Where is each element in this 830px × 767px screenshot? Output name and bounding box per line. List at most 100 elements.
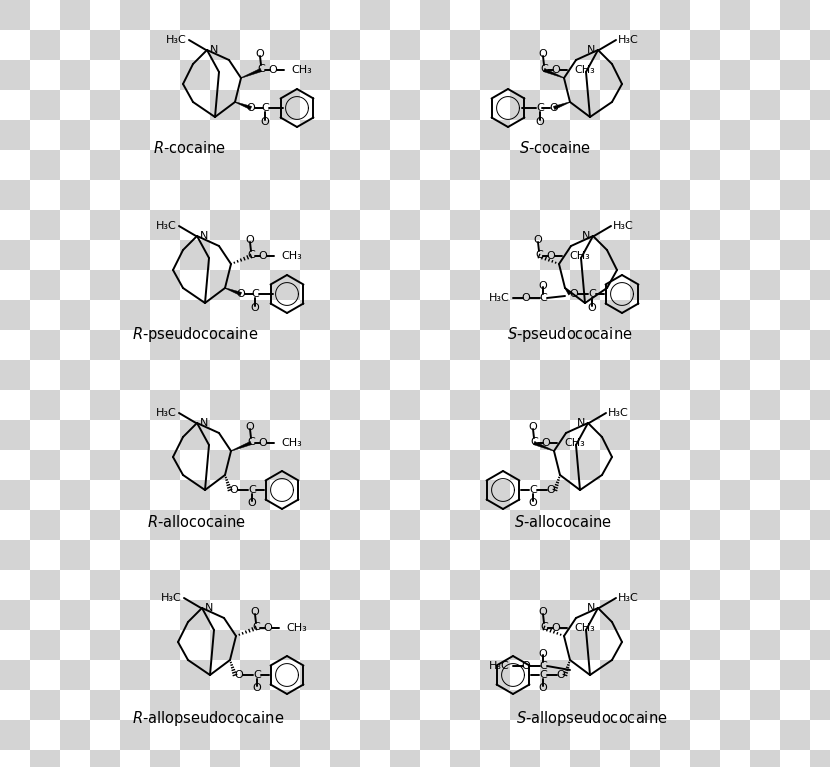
Bar: [570, 570, 600, 600]
Bar: [330, 420, 360, 450]
Bar: [480, 150, 510, 180]
Bar: [450, 690, 480, 720]
Bar: [330, 630, 360, 660]
Text: CH₃: CH₃: [291, 65, 312, 75]
Bar: [90, 210, 120, 240]
Bar: [30, 180, 60, 210]
Bar: [270, 150, 300, 180]
Bar: [0, 0, 30, 30]
Bar: [300, 120, 330, 150]
Text: O: O: [588, 303, 597, 313]
Bar: [0, 90, 30, 120]
Bar: [390, 510, 420, 540]
Bar: [510, 570, 540, 600]
Bar: [540, 510, 570, 540]
Bar: [690, 660, 720, 690]
Bar: [90, 750, 120, 767]
Bar: [570, 630, 600, 660]
Bar: [510, 690, 540, 720]
Bar: [810, 120, 830, 150]
Text: C: C: [251, 289, 259, 299]
Text: O: O: [542, 438, 550, 448]
Bar: [540, 180, 570, 210]
Text: O: O: [534, 235, 542, 245]
Bar: [570, 120, 600, 150]
Bar: [120, 330, 150, 360]
Bar: [690, 720, 720, 750]
Bar: [510, 300, 540, 330]
Bar: [750, 0, 780, 30]
Bar: [720, 30, 750, 60]
Polygon shape: [554, 102, 570, 110]
Bar: [210, 630, 240, 660]
Bar: [210, 0, 240, 30]
Bar: [240, 450, 270, 480]
Bar: [660, 300, 690, 330]
Bar: [90, 390, 120, 420]
Bar: [480, 390, 510, 420]
Bar: [270, 510, 300, 540]
Bar: [150, 90, 180, 120]
Bar: [60, 330, 90, 360]
Polygon shape: [241, 68, 261, 78]
Bar: [780, 30, 810, 60]
Bar: [450, 180, 480, 210]
Text: O: O: [247, 103, 256, 113]
Bar: [660, 630, 690, 660]
Bar: [60, 90, 90, 120]
Bar: [300, 480, 330, 510]
Bar: [420, 240, 450, 270]
Bar: [690, 30, 720, 60]
Bar: [270, 300, 300, 330]
Bar: [510, 240, 540, 270]
Bar: [150, 540, 180, 570]
Text: C: C: [535, 250, 543, 260]
Text: C: C: [261, 103, 269, 113]
Bar: [240, 540, 270, 570]
Bar: [210, 540, 240, 570]
Bar: [300, 750, 330, 767]
Bar: [630, 330, 660, 360]
Bar: [420, 570, 450, 600]
Bar: [30, 690, 60, 720]
Text: N: N: [587, 45, 595, 55]
Bar: [0, 450, 30, 480]
Bar: [480, 630, 510, 660]
Bar: [330, 300, 360, 330]
Bar: [510, 480, 540, 510]
Bar: [30, 600, 60, 630]
Bar: [660, 600, 690, 630]
Bar: [690, 120, 720, 150]
Bar: [480, 510, 510, 540]
Bar: [780, 0, 810, 30]
Bar: [0, 60, 30, 90]
Bar: [630, 300, 660, 330]
Bar: [750, 450, 780, 480]
Bar: [510, 150, 540, 180]
Bar: [360, 450, 390, 480]
Bar: [90, 480, 120, 510]
Bar: [300, 330, 330, 360]
Text: H₃C: H₃C: [166, 35, 187, 45]
Bar: [450, 60, 480, 90]
Bar: [420, 330, 450, 360]
Bar: [60, 270, 90, 300]
Bar: [540, 660, 570, 690]
Bar: [720, 240, 750, 270]
Bar: [810, 90, 830, 120]
Bar: [30, 120, 60, 150]
Bar: [810, 30, 830, 60]
Bar: [720, 510, 750, 540]
Bar: [390, 480, 420, 510]
Bar: [540, 270, 570, 300]
Bar: [300, 660, 330, 690]
Bar: [300, 540, 330, 570]
Bar: [210, 570, 240, 600]
Bar: [360, 150, 390, 180]
Bar: [360, 180, 390, 210]
Bar: [30, 60, 60, 90]
Bar: [30, 0, 60, 30]
Bar: [810, 600, 830, 630]
Text: H₃C: H₃C: [489, 661, 510, 671]
Bar: [300, 0, 330, 30]
